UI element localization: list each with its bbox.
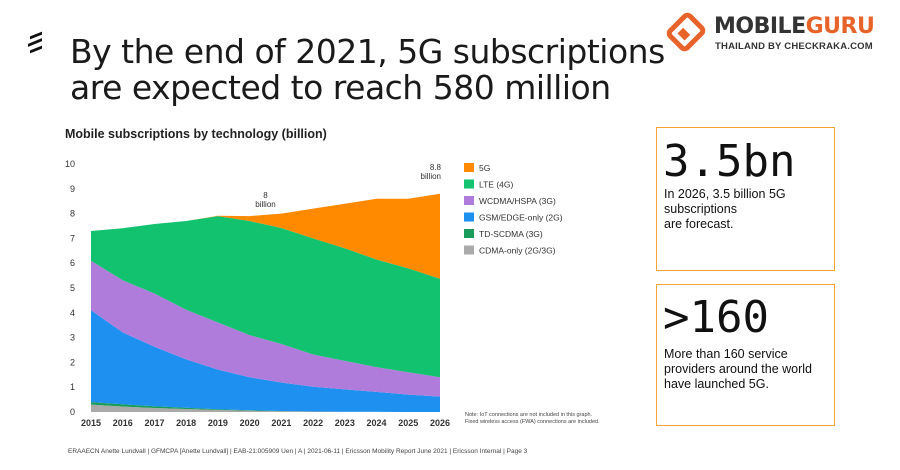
y-tick-label: 6	[70, 258, 75, 268]
stat-box-service-providers: >160 More than 160 service providers aro…	[656, 284, 835, 426]
stat-desc-line: providers around the world	[664, 362, 812, 376]
legend-label: CDMA-only (2G/3G)	[479, 246, 556, 256]
stat-desc-line: have launched 5G.	[664, 377, 769, 391]
legend-swatch	[464, 179, 474, 189]
x-tick-label: 2018	[176, 418, 196, 428]
y-tick-label: 2	[70, 357, 75, 367]
legend-label: TD-SCDMA (3G)	[479, 229, 543, 239]
annotation-label: 8.8	[430, 163, 442, 172]
area-series-4	[91, 216, 440, 378]
stat-desc-line: In 2026, 3.5 billion 5G	[664, 187, 786, 201]
chart-title: Mobile subscriptions by technology (bill…	[65, 127, 327, 141]
y-tick-label: 4	[70, 308, 75, 318]
stat-box-5g-forecast: 3.5bn In 2026, 3.5 billion 5G subscripti…	[656, 127, 835, 271]
y-tick-label: 9	[70, 184, 75, 194]
annotation-label: 8	[263, 191, 268, 200]
x-tick-label: 2017	[144, 418, 164, 428]
logo-tagline: THAILAND BY CHECKRAKA.COM	[715, 41, 873, 52]
legend-swatch	[464, 245, 474, 255]
legend-swatch	[464, 196, 474, 205]
stat-description: More than 160 service providers around t…	[664, 347, 812, 392]
annotation-label: billion	[421, 172, 441, 181]
area-series-1	[91, 402, 440, 412]
title-line-2: are expected to reach 580 million	[70, 68, 611, 107]
x-tick-label: 2020	[240, 418, 260, 428]
y-tick-label: 0	[70, 407, 75, 417]
legend-swatch	[464, 163, 474, 172]
footer: ERAAECN Anette Lundvall | GFMCPA [Anette…	[68, 448, 528, 455]
title-line-1: By the end of 2021, 5G subscriptions	[70, 32, 665, 71]
stat-big-value: 3.5bn	[663, 136, 796, 187]
logo-name-part1: MOBILE	[714, 14, 806, 39]
chart-note: Note: IoT connections are not included i…	[465, 412, 600, 426]
legend-label: WCDMA/HSPA (3G)	[479, 196, 556, 206]
x-tick-label: 2025	[398, 418, 418, 428]
y-tick-label: 7	[70, 233, 75, 243]
annotation-label: billion	[255, 200, 275, 209]
y-tick-label: 5	[70, 283, 75, 293]
x-tick-label: 2016	[113, 418, 133, 428]
x-tick-label: 2023	[335, 418, 355, 428]
area-series-3	[91, 260, 440, 397]
mobileguru-logo: MOBILEGURU THAILAND BY CHECKRAKA.COM	[662, 8, 892, 58]
x-tick-label: 2019	[208, 418, 228, 428]
stat-big-value: >160	[663, 292, 769, 343]
y-tick-label: 3	[70, 333, 75, 343]
y-tick-label: 1	[70, 382, 75, 392]
x-tick-label: 2015	[81, 418, 101, 428]
y-tick-label: 10	[65, 159, 75, 169]
page-title: By the end of 2021, 5G subscriptions are…	[70, 34, 665, 106]
stat-desc-line: More than 160 service	[664, 347, 788, 361]
logo-wordmark: MOBILEGURU	[714, 14, 875, 39]
legend-label: LTE (4G)	[479, 180, 513, 190]
legend-swatch	[464, 212, 474, 222]
x-tick-label: 2024	[367, 418, 387, 428]
x-tick-label: 2021	[271, 418, 291, 428]
area-series-0	[91, 404, 440, 412]
area-series-5	[91, 193, 440, 279]
stat-description: In 2026, 3.5 billion 5G subscriptions ar…	[664, 187, 786, 232]
stat-desc-line: subscriptions	[664, 202, 737, 216]
stat-desc-line: are forecast.	[664, 217, 734, 231]
legend-label: 5G	[479, 163, 490, 173]
chart-note-line-2: Fixed wireless access (FWA) connections …	[465, 419, 600, 425]
area-series-2	[91, 310, 440, 412]
legend-label: GSM/EDGE-only (2G)	[479, 213, 563, 223]
x-tick-label: 2026	[430, 418, 450, 428]
legend-swatch	[464, 229, 474, 238]
y-tick-label: 8	[70, 209, 75, 219]
logo-name-part2: GURU	[805, 14, 875, 39]
x-tick-label: 2022	[303, 418, 323, 428]
chart-note-line-1: Note: IoT connections are not included i…	[465, 412, 593, 418]
mobileguru-logo-icon	[666, 12, 706, 52]
